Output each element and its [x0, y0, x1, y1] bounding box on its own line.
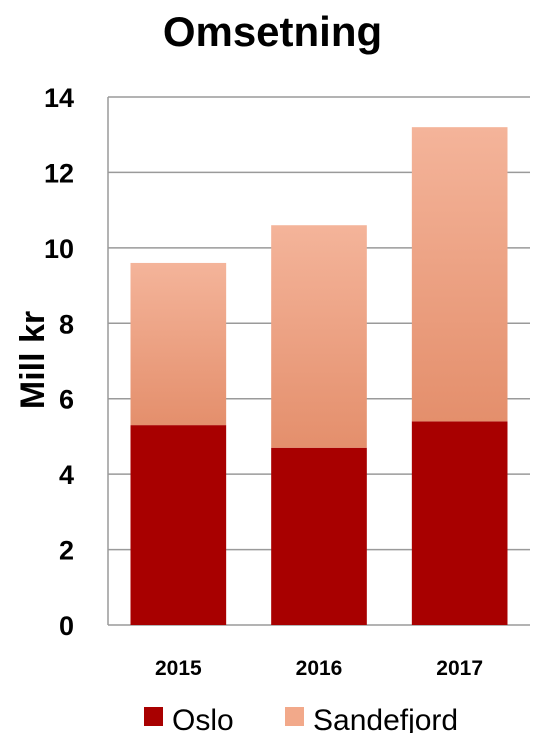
chart-title: Omsetning	[162, 8, 383, 55]
legend-label: Sandefjord	[313, 704, 458, 733]
bar-sandefjord-2015	[130, 262, 227, 426]
x-tick-label: 2015	[155, 657, 202, 680]
bars	[130, 127, 508, 625]
legend-label: Oslo	[172, 704, 234, 733]
y-tick-label: 12	[44, 158, 74, 188]
y-tick-labels: 0 2 4 6 8 10 12 14	[44, 83, 74, 641]
bar-oslo-2015	[130, 425, 227, 625]
x-tick-label: 2017	[436, 657, 483, 680]
bar-oslo-2017	[411, 421, 508, 625]
legend-swatch-sandefjord	[285, 707, 304, 726]
y-tick-label: 10	[44, 234, 74, 264]
bar-sandefjord-2016	[271, 225, 367, 448]
bar-sandefjord-2017	[411, 127, 508, 422]
legend-swatch-oslo	[144, 707, 163, 726]
y-tick-label: 6	[59, 385, 74, 415]
legend: Oslo Sandefjord	[144, 704, 458, 733]
bar-oslo-2016	[271, 447, 367, 625]
y-tick-label: 8	[59, 309, 74, 339]
y-axis-label: Mill kr	[14, 311, 52, 409]
y-tick-label: 14	[44, 83, 74, 113]
x-tick-labels: 2015 2016 2017	[155, 657, 483, 680]
x-tick-label: 2016	[296, 657, 343, 680]
y-tick-label: 4	[59, 460, 74, 490]
y-tick-label: 2	[59, 536, 74, 566]
y-tick-label: 0	[59, 611, 74, 641]
